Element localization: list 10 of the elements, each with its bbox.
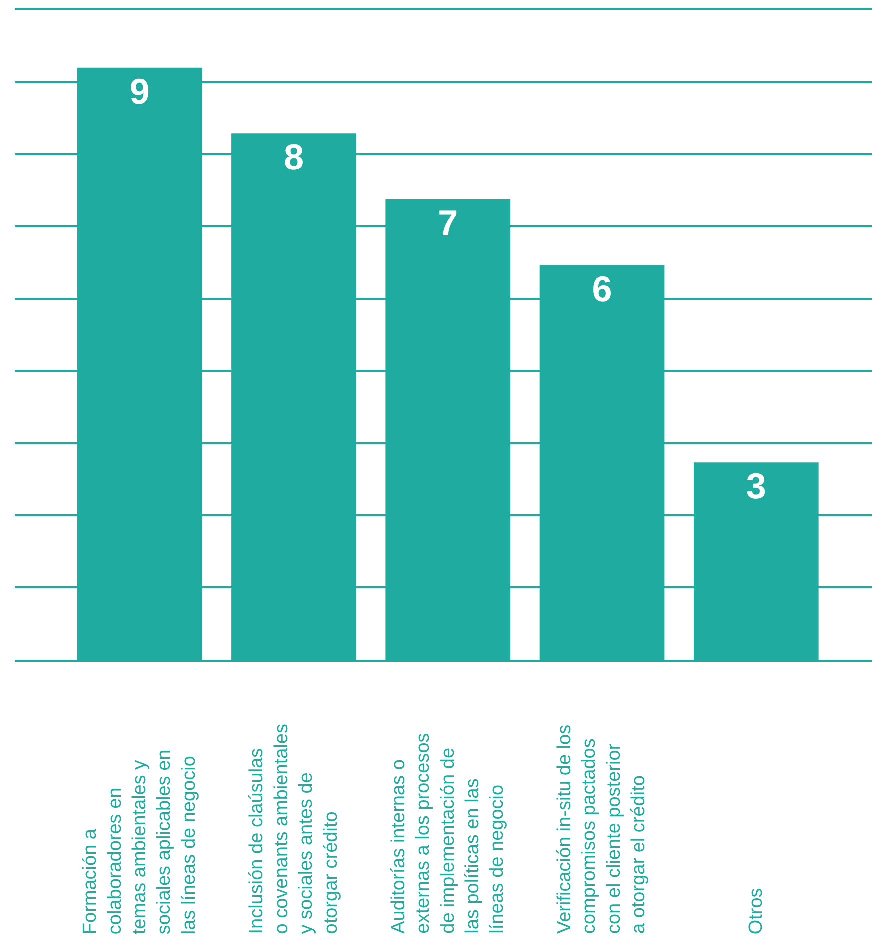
x-tick-label: Otros [746, 888, 768, 935]
data-label: 3 [746, 466, 766, 507]
data-label: 9 [130, 70, 150, 112]
data-label: 6 [592, 268, 612, 310]
x-tick-label: Auditorías internas o externas a los procesos de implementación de las políticas en las líneas de negocio [388, 733, 508, 934]
data-label: 7 [438, 202, 458, 244]
x-tick-label: Inclusión de claúsulas o covenants ambientales y sociales antes de otorgar crédito [246, 724, 342, 934]
data-label: 8 [284, 136, 304, 178]
x-tick-label: Formación a colaboradores en temas ambientales y sociales aplicables en las líneas de negocio [80, 750, 200, 935]
x-tick-label: Verificación in-situ de los compromisos pactados con el cliente posterior a otorgar el crédito [554, 724, 650, 934]
